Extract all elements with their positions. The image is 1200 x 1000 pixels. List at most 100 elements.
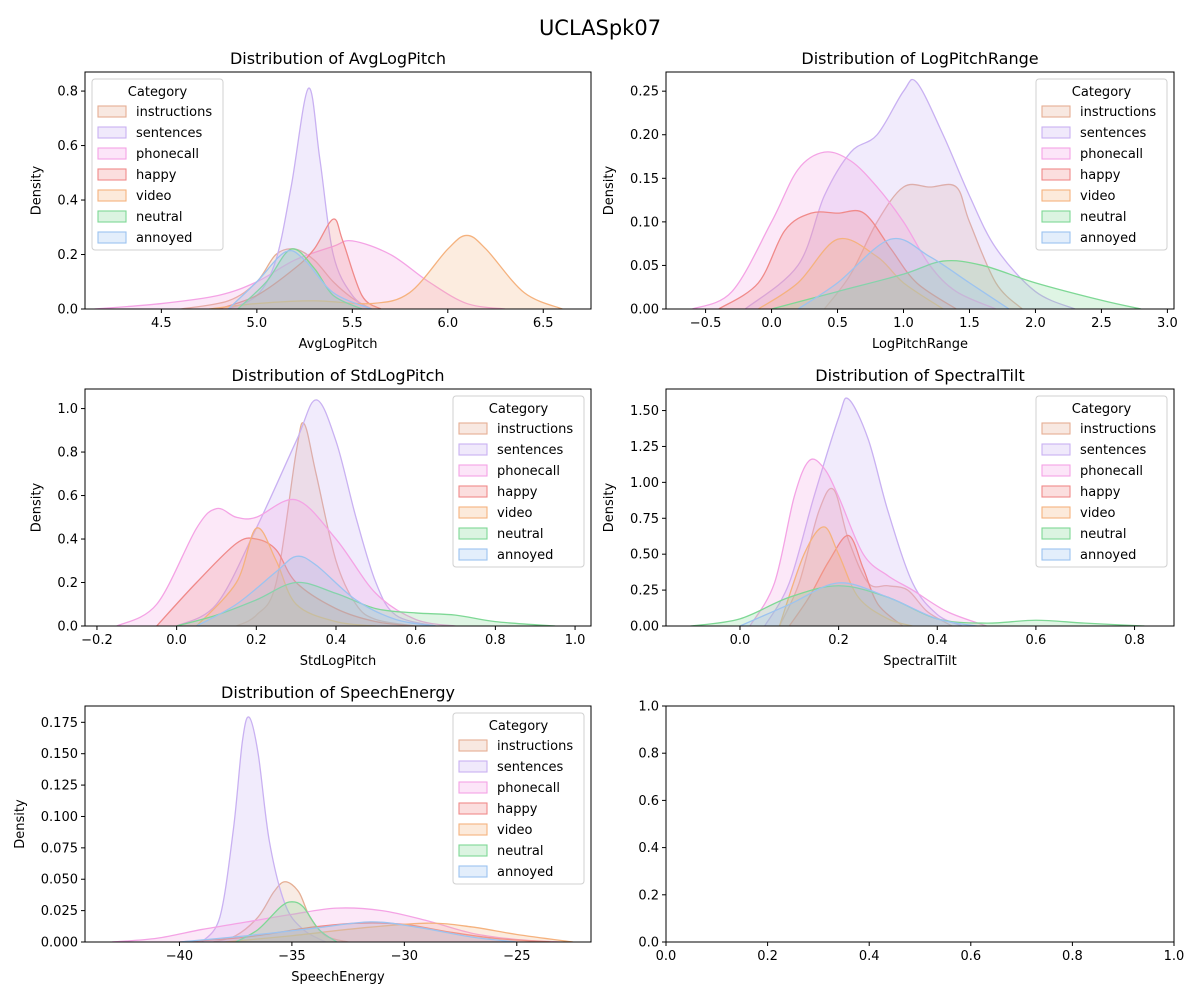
legend-swatch-annoyed: [458, 548, 488, 561]
legend-label-sentences: sentences: [1080, 126, 1146, 141]
subplot-6: 0.0 0.2 0.4 0.6 0.8 1.0 0.0 0.2 0.4 0.6 0.8 1.0: [638, 700, 1184, 965]
y-tick-label: 0.4: [57, 194, 78, 209]
legend-title: Category: [1072, 85, 1132, 100]
density-area-video: [758, 238, 944, 309]
legend-swatch-video: [458, 823, 488, 836]
density-line-happy: [156, 537, 416, 626]
y-tick-label: 0.10: [630, 215, 659, 230]
x-tick-label: 0.2: [246, 633, 267, 648]
density-area-video: [224, 923, 574, 942]
legend-frame: [452, 395, 585, 568]
legend-label-phonecall: phonecall: [497, 781, 560, 796]
density-area-neutral: [690, 585, 1145, 626]
legend-title: Category: [128, 85, 188, 100]
series-group: [111, 716, 574, 942]
series-group: [94, 87, 563, 309]
x-axis-label: LogPitchRange: [872, 337, 968, 352]
x-tick-label: 0.8: [485, 633, 506, 648]
density-line-sentences: [764, 397, 963, 626]
legend: Category instructions sentences phonecall ha…: [1035, 395, 1168, 568]
y-tick-label: 1.50: [630, 404, 659, 419]
legend-swatch-phonecall: [1041, 147, 1071, 160]
y-tick-label: 0.125: [41, 779, 78, 794]
legend-swatch-instructions: [1041, 105, 1071, 118]
x-tick-label: 6.5: [533, 316, 554, 331]
density-line-phonecall: [692, 151, 997, 309]
legend-label-happy: happy: [497, 802, 538, 817]
legend-label-annoyed: annoyed: [497, 865, 553, 880]
legend-swatch-phonecall: [458, 781, 488, 794]
legend-swatch-annoyed: [1041, 548, 1071, 561]
x-tick-label: 0.2: [757, 949, 778, 964]
density-area-sentences: [201, 716, 326, 942]
density-line-video: [224, 922, 574, 942]
density-area-neutral: [235, 901, 337, 942]
legend: Category instructions sentences phonecall ha…: [452, 712, 585, 885]
density-line-neutral: [235, 901, 338, 942]
y-tick-label: 0.050: [41, 873, 78, 888]
subplot-title: Distribution of StdLogPitch: [231, 366, 444, 385]
legend-swatch-neutral: [458, 844, 488, 857]
legend-label-neutral: neutral: [1080, 527, 1127, 542]
y-tick-label: 0.25: [630, 584, 659, 599]
x-tick-label: −0.5: [690, 316, 722, 331]
density-line-neutral: [771, 259, 1142, 309]
x-tick-label: −30: [391, 949, 418, 964]
x-axis-label: SpectralTilt: [883, 654, 957, 669]
legend-title: Category: [1072, 402, 1132, 417]
y-tick-label: 0.175: [41, 716, 78, 731]
x-tick-label: 0.4: [326, 633, 347, 648]
legend-label-happy: happy: [1080, 485, 1121, 500]
density-area-sentences: [745, 79, 1076, 309]
x-tick-label: 5.5: [342, 316, 363, 331]
density-line-phonecall: [111, 907, 562, 942]
legend-label-phonecall: phonecall: [136, 147, 199, 162]
legend-swatch-phonecall: [458, 464, 488, 477]
x-tick-label: −0.2: [81, 633, 113, 648]
density-line-annoyed: [196, 555, 436, 626]
legend-label-neutral: neutral: [497, 844, 544, 859]
legend-swatch-sentences: [458, 760, 488, 773]
x-axis-label: AvgLogPitch: [299, 337, 378, 352]
density-area-annoyed: [797, 238, 1010, 309]
legend-swatch-sentences: [1041, 443, 1071, 456]
y-tick-label: 0.00: [630, 620, 659, 635]
y-tick-label: 0.100: [41, 810, 78, 825]
density-area-happy: [718, 210, 957, 309]
series-group: [116, 399, 556, 626]
subplot-4: 0.0 0.2 0.4 0.6 0.8 0.00 0.25 0.50 0.75 1.00 1.25 1…: [602, 366, 1175, 669]
legend-label-annoyed: annoyed: [1080, 548, 1136, 563]
x-tick-label: 6.0: [437, 316, 458, 331]
density-line-instructions: [778, 487, 953, 626]
density-line-instructions: [823, 183, 1023, 309]
x-tick-label: 0.0: [656, 949, 677, 964]
density-line-phonecall: [749, 458, 987, 626]
y-tick-label: 0.6: [638, 794, 659, 809]
legend-swatch-phonecall: [1041, 464, 1071, 477]
density-line-phonecall: [94, 239, 506, 309]
y-axis-label: Density: [29, 165, 44, 215]
legend-swatch-video: [1041, 506, 1071, 519]
y-axis-label: Density: [13, 799, 28, 849]
legend-label-happy: happy: [497, 485, 538, 500]
x-tick-label: 0.4: [927, 633, 948, 648]
y-tick-label: 1.0: [638, 700, 659, 715]
legend-label-neutral: neutral: [497, 527, 544, 542]
x-tick-label: 0.2: [828, 633, 849, 648]
y-tick-label: 0.15: [630, 172, 659, 187]
legend-label-phonecall: phonecall: [1080, 147, 1143, 162]
legend-label-phonecall: phonecall: [1080, 464, 1143, 479]
density-area-neutral: [237, 248, 362, 309]
y-tick-label: 0.00: [630, 303, 659, 318]
y-tick-label: 0.2: [57, 576, 78, 591]
legend-swatch-happy: [1041, 168, 1071, 181]
x-tick-label: 1.0: [1164, 949, 1185, 964]
legend-swatch-sentences: [458, 443, 488, 456]
density-line-happy: [788, 534, 904, 626]
y-tick-label: 0.8: [57, 446, 78, 461]
density-line-video: [209, 234, 563, 309]
legend-frame: [91, 78, 224, 251]
legend-label-instructions: instructions: [497, 422, 573, 437]
density-area-sentences: [228, 88, 372, 309]
y-tick-label: 1.0: [57, 402, 78, 417]
